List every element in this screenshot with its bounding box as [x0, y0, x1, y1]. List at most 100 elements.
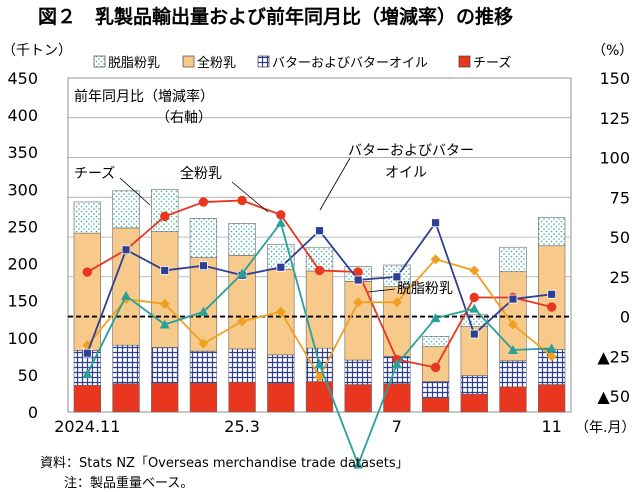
point-smp — [159, 319, 170, 329]
point-butter — [547, 289, 557, 299]
bar-cheese — [189, 382, 218, 413]
yoy-title-line2: （右軸） — [156, 110, 212, 126]
right-axis-unit: （%） — [592, 43, 633, 59]
point-smp — [121, 290, 132, 300]
annotation-butter-leader — [319, 157, 351, 211]
x-tick-label: 25.3 — [224, 417, 260, 436]
bar-cheese — [344, 384, 372, 413]
bar-smp — [228, 223, 256, 256]
point-butter — [431, 218, 440, 228]
point-wmp — [159, 298, 170, 309]
point-butter — [315, 226, 324, 236]
legend-swatch-cheese — [458, 55, 471, 68]
bar-cheese — [228, 382, 256, 413]
legend-label-wmp: 全粉乳 — [197, 55, 236, 71]
bar-smp — [189, 217, 218, 258]
chart-title: 図２ 乳製品輸出量および前年同月比（増減率）の推移 — [38, 5, 513, 28]
bar-cheese — [499, 386, 527, 413]
bar-cheese — [460, 393, 488, 413]
point-cheese — [314, 265, 325, 276]
point-wmp — [391, 297, 402, 308]
point-wmp — [507, 319, 518, 330]
left-tick-label: 50 — [18, 366, 38, 385]
point-wmp — [353, 297, 364, 308]
point-cheese — [469, 292, 479, 303]
point-cheese — [430, 362, 441, 373]
right-tick-label: 25 — [610, 268, 630, 287]
left-tick-label: 150 — [7, 292, 38, 311]
point-smp — [469, 303, 480, 313]
legend-label-smp: 脱脂粉乳 — [108, 56, 160, 71]
yoy-title-line1: 前年同月比（増減率） — [74, 88, 214, 105]
bar-wmp — [151, 231, 179, 348]
left-tick-label: 0 — [28, 403, 38, 422]
bar-wmp — [189, 257, 218, 352]
x-axis-unit: （年.月） — [575, 420, 635, 436]
left-tick-label: 100 — [7, 329, 38, 348]
x-axis: 2024.11 25.3 7 11 — [54, 417, 562, 436]
annotation-wmp: 全粉乳 — [180, 165, 222, 182]
bar-cheese — [267, 382, 295, 413]
left-tick-label: 450 — [7, 69, 38, 88]
point-cheese — [237, 195, 247, 206]
right-tick-label: 50 — [610, 228, 630, 247]
x-tick-label: 11 — [541, 417, 561, 436]
bar-cheese — [421, 397, 450, 413]
right-tick-label: 75 — [610, 188, 630, 207]
x-tick-label: 7 — [392, 417, 402, 436]
left-axis-unit: （千トン） — [2, 43, 72, 59]
point-butter — [121, 245, 131, 255]
point-butter — [82, 348, 92, 358]
point-butter — [469, 329, 479, 339]
point-smp — [353, 459, 364, 469]
left-tick-label: 250 — [7, 217, 38, 236]
bar-cheese — [538, 384, 566, 413]
point-butter — [160, 266, 170, 275]
point-wmp — [198, 338, 209, 349]
legend-label-butter: バターおよびバターオイル — [272, 56, 428, 71]
bar-cheese — [73, 384, 101, 413]
point-butter — [392, 272, 402, 282]
point-butter — [508, 294, 518, 304]
legend-swatch-butter — [257, 55, 270, 68]
bar-series — [73, 189, 566, 413]
bar-smp — [421, 335, 450, 347]
right-tick-label: 150 — [599, 69, 630, 88]
bar-wmp — [305, 270, 334, 349]
point-wmp — [546, 351, 557, 362]
bar-smp — [538, 217, 566, 247]
bar-butter — [151, 347, 179, 384]
bar-butter — [421, 381, 450, 399]
point-smp — [198, 306, 209, 316]
bar-butter — [267, 354, 295, 384]
point-butter — [199, 261, 208, 271]
footnote-source: 資料：Stats NZ「Overseas merchandise trade d… — [40, 456, 409, 471]
point-cheese — [198, 197, 209, 207]
point-butter — [353, 275, 363, 285]
right-tick-label: ▲50 — [597, 387, 630, 406]
bar-smp — [499, 246, 527, 273]
point-cheese — [546, 302, 557, 312]
annotation-smp-leader — [367, 288, 396, 293]
point-wmp — [469, 265, 480, 276]
point-wmp — [237, 316, 248, 327]
left-tick-label: 200 — [7, 255, 38, 274]
point-smp — [237, 268, 248, 278]
bar-butter — [460, 375, 488, 395]
line-series — [82, 195, 557, 469]
right-tick-label: ▲25 — [597, 347, 630, 366]
point-wmp — [275, 306, 286, 317]
annotation-cheese: チーズ — [74, 166, 115, 182]
bar-smp — [112, 190, 140, 229]
annotation-butter-line1: バターおよびバター — [348, 143, 474, 159]
bar-butter — [112, 344, 140, 385]
right-axis: 150 125 100 75 50 25 0 ▲25 ▲50 — [597, 69, 630, 406]
bar-butter — [344, 359, 372, 385]
legend-label-cheese: チーズ — [473, 55, 511, 71]
legend: 脱脂粉乳 全粉乳 バターおよびバターオイル チーズ — [93, 55, 511, 71]
annotation-cheese-leader — [119, 177, 151, 206]
point-smp — [82, 368, 93, 378]
point-smp — [314, 359, 325, 369]
annotation-butter-line2: オイル — [385, 165, 427, 181]
